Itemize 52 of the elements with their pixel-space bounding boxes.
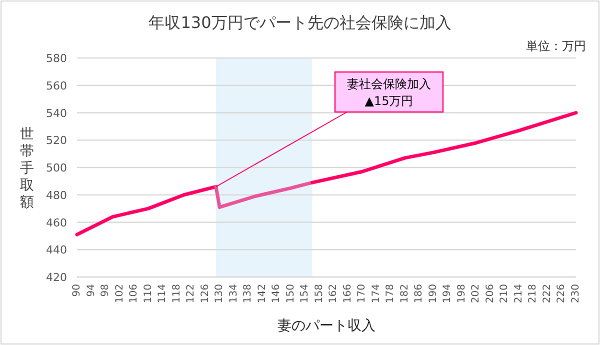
x-tick-label: 194 (442, 284, 454, 304)
x-tick-label: 106 (128, 284, 140, 304)
x-tick-label: 186 (414, 284, 425, 304)
x-tick-label: 226 (556, 284, 568, 304)
y-tick-label: 520 (46, 134, 67, 148)
x-tick-label: 230 (570, 284, 582, 304)
x-tick-label: 190 (428, 284, 439, 304)
y-tick-label: 460 (46, 216, 67, 230)
x-tick-label: 142 (256, 284, 268, 304)
y-tick-label: 440 (46, 244, 67, 257)
x-tick-label: 222 (542, 284, 553, 304)
x-tick-label: 162 (328, 284, 340, 304)
x-tick-label: 174 (370, 284, 382, 304)
y-tick-label: 580 (46, 52, 67, 65)
x-tick-label: 182 (399, 284, 410, 304)
x-tick-label: 130 (214, 284, 226, 304)
line-series (214, 180, 314, 209)
y-tick-label: 500 (46, 162, 67, 174)
chart-title: 年収130万円でパート先の社会保険に加入 (148, 13, 452, 32)
annotation: 妻社会保険加入 ▲15万円 (347, 77, 431, 108)
x-tick-label: 98 (100, 284, 112, 297)
line-series (310, 111, 578, 184)
x-tick-label: 134 (228, 284, 240, 304)
x-tick-label: 206 (484, 284, 496, 304)
x-tick-label: 170 (356, 284, 368, 304)
x-tick-label: 90 (72, 284, 82, 297)
y-tick-label: 480 (46, 188, 67, 202)
x-tick-label: 210 (499, 284, 510, 304)
x-tick-label: 102 (114, 284, 126, 304)
x-tick-label: 126 (200, 284, 211, 304)
x-tick-label: 146 (271, 284, 282, 304)
x-tick-label: 154 (300, 284, 311, 304)
x-tick-label: 218 (528, 284, 539, 304)
x-tick-label: 114 (157, 284, 168, 304)
x-axis-title: 妻のパート収入 (278, 318, 376, 334)
x-tick-label: 166 (342, 284, 354, 304)
y-tick-label: 560 (46, 79, 67, 92)
x-tick-label: 214 (513, 284, 524, 304)
x-tick-label: 110 (142, 284, 154, 304)
x-tick-label: 150 (285, 284, 296, 304)
x-tick-label: 178 (385, 284, 396, 304)
y-axis-title: 世帯手取額 (20, 126, 34, 210)
x-tick-label: 118 (171, 284, 182, 304)
y-tick-label: 540 (46, 106, 67, 120)
x-tick-label: 158 (314, 284, 325, 304)
x-tick-label: 138 (242, 284, 254, 304)
x-tick-label: 94 (86, 284, 97, 297)
y-tick-label: 420 (46, 271, 67, 284)
x-tick-label: 122 (186, 284, 197, 304)
x-tick-label: 198 (456, 284, 468, 304)
x-tick-label: 202 (470, 284, 482, 304)
text: 単位：万円 (526, 39, 586, 53)
